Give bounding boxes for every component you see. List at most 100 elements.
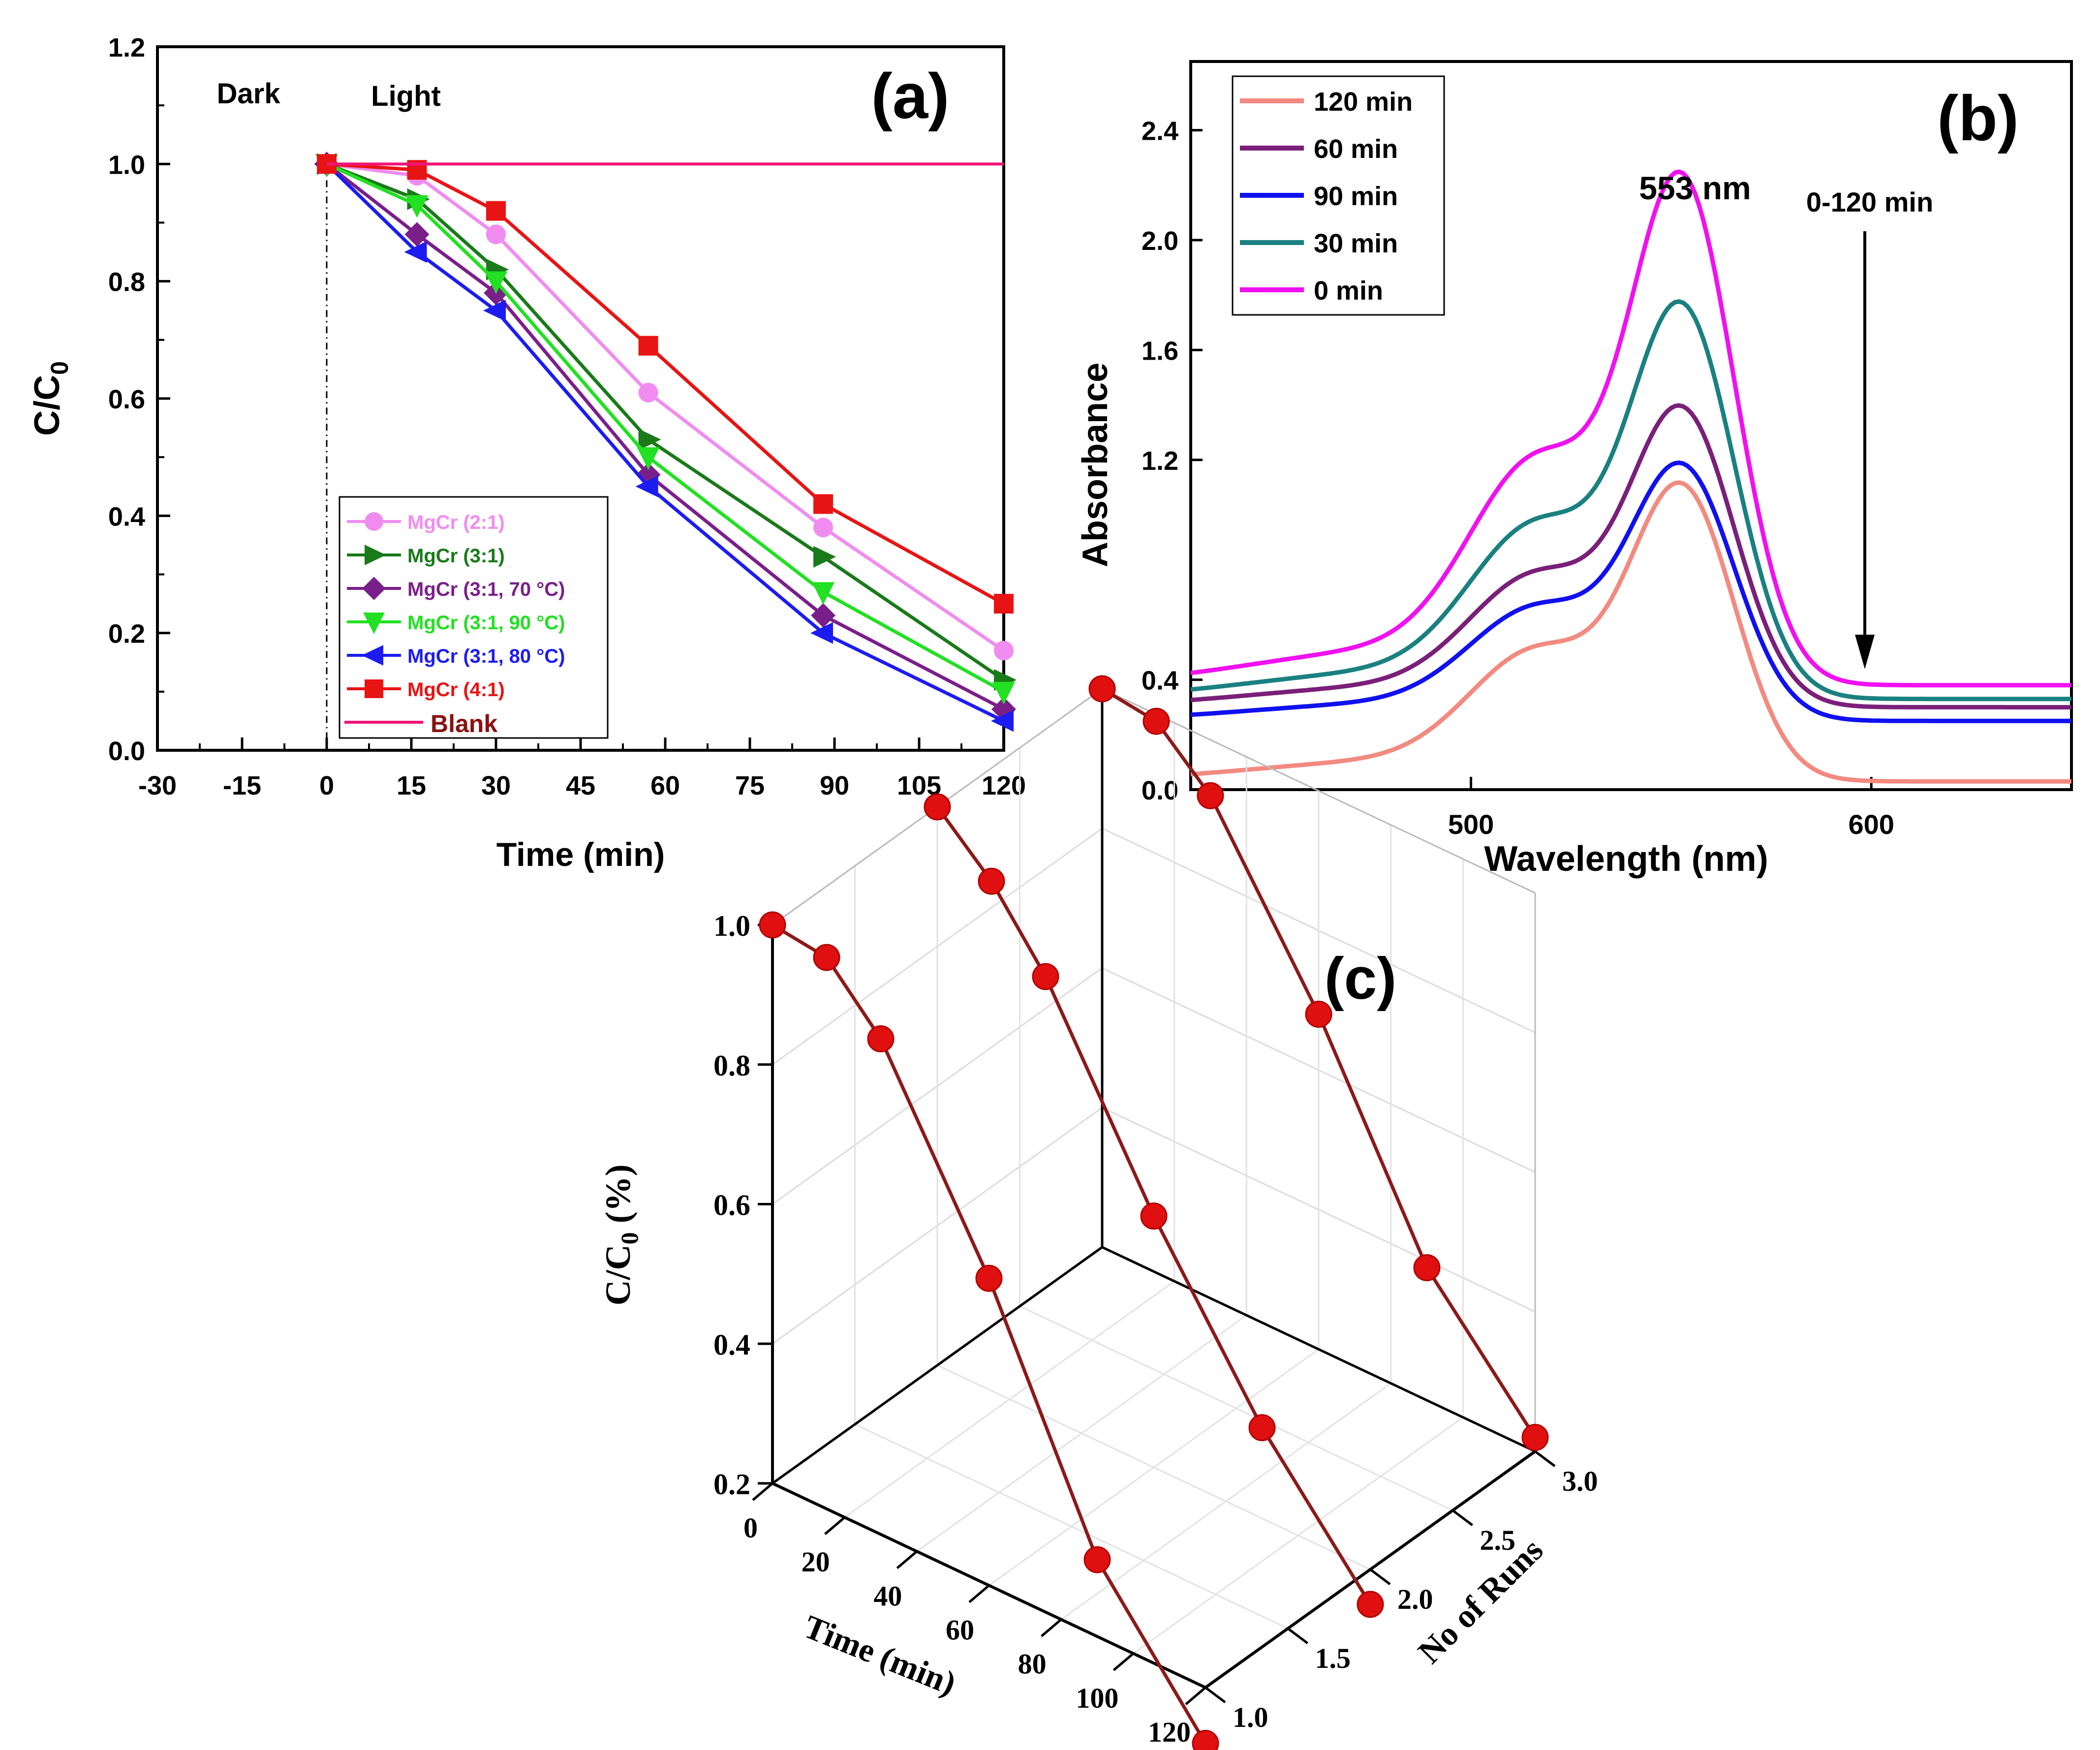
legend-marker <box>362 645 383 666</box>
panel-a-y-label-sub: 0 <box>46 361 73 375</box>
grid-line <box>854 1423 1289 1629</box>
panel-c-z-label-suffix: (%) <box>598 1165 638 1232</box>
time-tick <box>1041 1618 1062 1637</box>
data-point <box>813 494 834 514</box>
data-point <box>638 383 658 403</box>
arrow-label: 0-120 min <box>1806 186 1933 217</box>
svg-text:C/C0: C/C0 <box>28 361 73 436</box>
run-data-point <box>813 944 840 971</box>
x-tick-label: 0 <box>319 771 334 800</box>
series-line <box>326 162 1005 606</box>
legend-marker <box>365 512 383 531</box>
panel-a-x-label: Time (min) <box>496 836 665 873</box>
light-annotation: Light <box>371 80 441 112</box>
time-tick <box>824 1516 846 1535</box>
run-data-point <box>1032 963 1059 990</box>
z-tick-label: 0.8 <box>713 1049 750 1082</box>
runs-tick <box>1534 1450 1556 1467</box>
data-point <box>635 475 658 497</box>
panel-a-y-label: C/C0 <box>28 361 73 436</box>
time-tick-label: 80 <box>1018 1648 1047 1680</box>
run-data-point <box>975 1264 1003 1292</box>
peak-label: 553 nm <box>1639 170 1751 206</box>
panel-a-y-label-main: C/C <box>28 375 67 436</box>
time-tick-label: 20 <box>802 1546 830 1578</box>
panel-c-z-label: C/C0 (%) <box>598 1165 643 1306</box>
run-data-point <box>1088 675 1116 703</box>
top-edge <box>1102 688 1536 894</box>
x-tick-label: 600 <box>1848 809 1894 840</box>
panel-b-chart: (b) 500 600 0.0 0.4 1.2 1.6 2.0 2.4 553 nm 0-12… <box>1076 60 2073 879</box>
legend-label: MgCr (3:1, 80 °C) <box>407 645 565 667</box>
data-point <box>994 641 1014 661</box>
y-tick-label: 2.0 <box>1142 226 1178 256</box>
panel-b-frame <box>1189 60 2073 791</box>
legend-label: MgCr (3:1) <box>407 545 505 567</box>
dark-annotation: Dark <box>217 78 281 110</box>
panel-b-axes: 500 600 0.0 0.4 1.2 1.6 2.0 2.4 <box>1142 117 1894 840</box>
run-data-point <box>1083 1546 1111 1573</box>
x-tick-label: 45 <box>566 771 595 800</box>
data-point <box>992 681 1015 705</box>
run-data-point <box>1248 1414 1276 1442</box>
time-tick-label: 100 <box>1076 1682 1118 1714</box>
run-data-point <box>1143 707 1170 735</box>
y-tick-label: 1.2 <box>1142 446 1178 476</box>
z-tick-label: 0.2 <box>713 1468 750 1501</box>
spectrum-line <box>1190 403 2071 709</box>
time-tick-label: 60 <box>946 1614 974 1646</box>
decrease-arrow-icon <box>1855 635 1875 669</box>
panel-a-series <box>314 152 1017 732</box>
panel-a-chart: (a) Dark Light -30 -15 0 15 30 45 60 75 90 105 120… <box>28 33 1026 873</box>
data-point <box>405 195 429 218</box>
svg-text:C/C0 (%): C/C0 (%) <box>598 1165 643 1306</box>
legend-label: 30 min <box>1314 229 1398 258</box>
panel-c-series <box>759 675 1549 1750</box>
data-point <box>404 222 430 247</box>
back-edge <box>1101 1246 1536 1453</box>
legend-label: MgCr (3:1, 70 °C) <box>407 579 565 600</box>
runs-tick <box>1452 1509 1473 1526</box>
data-point <box>812 582 835 605</box>
run-data-point <box>1305 1001 1332 1028</box>
x-tick-label: -15 <box>223 771 261 800</box>
runs-tick-label: 2.0 <box>1397 1583 1433 1615</box>
series-line <box>325 162 1005 711</box>
panel-b-y-label: Absorbance <box>1076 363 1115 567</box>
data-point <box>810 622 834 644</box>
data-point <box>638 336 658 356</box>
panel-a-axes: -30 -15 0 15 30 45 60 75 90 105 1200.00.20.40.60.8… <box>108 33 1026 800</box>
run-data-point <box>1357 1591 1384 1618</box>
data-point <box>991 710 1014 732</box>
spectrum-line <box>1190 460 2071 723</box>
legend-label: MgCr (3:1, 90 °C) <box>407 612 565 634</box>
y-tick-label: 0.2 <box>108 619 145 649</box>
y-tick-label: 0.0 <box>108 737 145 766</box>
series-line <box>326 162 1005 693</box>
series-line <box>325 162 1005 723</box>
z-tick-label: 0.6 <box>713 1189 750 1222</box>
data-point <box>483 300 506 322</box>
x-tick-label: 75 <box>735 771 765 800</box>
series-line <box>326 162 1005 681</box>
legend-label: Blank <box>431 710 497 737</box>
legend-label: MgCr (2:1) <box>407 512 505 533</box>
spectrum-line <box>1190 169 2071 688</box>
runs-tick-label: 3.0 <box>1562 1465 1598 1497</box>
time-tick-label: 0 <box>743 1512 758 1544</box>
legend-marker <box>365 679 383 698</box>
panel-a-legend: MgCr (2:1) MgCr (3:1) MgCr (3:1, 70 °C) MgC… <box>339 496 609 739</box>
data-point <box>637 447 660 470</box>
y-tick-label: 2.4 <box>1142 117 1178 146</box>
panel-b-series <box>1190 169 2071 784</box>
legend-label: 60 min <box>1314 134 1398 164</box>
runs-tick <box>1287 1627 1308 1644</box>
runs-tick-label: 1.5 <box>1315 1642 1351 1674</box>
legend-marker <box>362 577 386 600</box>
legend-label: 120 min <box>1314 87 1413 117</box>
legend-label: 90 min <box>1314 182 1398 211</box>
panel-b-label: (b) <box>1937 82 2019 154</box>
panel-a-label: (a) <box>871 60 950 132</box>
spectrum-line <box>1190 480 2071 784</box>
